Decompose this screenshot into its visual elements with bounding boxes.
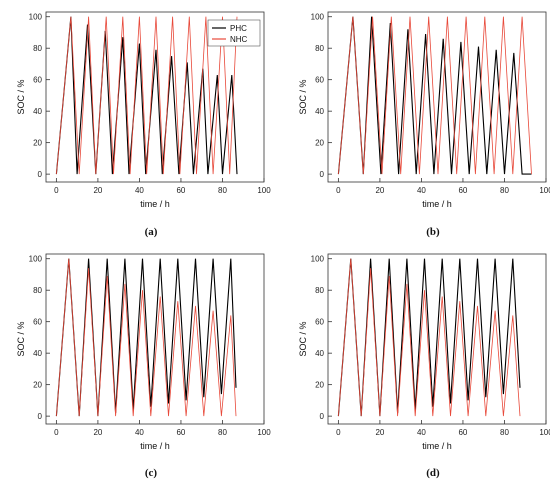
y-tick-label: 80: [33, 44, 42, 53]
x-tick-label: 0: [336, 186, 341, 195]
y-tick-label: 60: [315, 318, 324, 327]
plot-frame: [45, 11, 265, 183]
panel-label: (d): [426, 467, 440, 479]
series-line-phc: [55, 258, 237, 417]
y-axis-label: SOC / %: [298, 321, 308, 356]
legend: PHC NHC: [207, 19, 261, 47]
x-axis-label: time / h: [140, 441, 170, 451]
series-line-nhc: [56, 258, 237, 417]
x-tick-label: 40: [417, 428, 426, 437]
y-axis-label: SOC / %: [16, 79, 26, 114]
x-axis-label: time / h: [422, 199, 452, 209]
x-tick-label: 100: [257, 428, 271, 437]
chart-panel-2: 0 20 40 60 80 100 0 20 40 60 80 100 time / h SOC / % (…: [298, 11, 550, 238]
y-tick-label: 80: [315, 286, 324, 295]
x-tick-label: 60: [176, 186, 185, 195]
x-tick-label: 40: [417, 186, 426, 195]
series-line-nhc: [338, 258, 521, 417]
y-axis-label: SOC / %: [16, 321, 26, 356]
chart-panel-4: 0 20 40 60 80 100 0 20 40 60 80 100 time / h SOC / % (…: [298, 253, 550, 479]
y-tick-label: 20: [315, 139, 324, 148]
plot-frame: [327, 253, 547, 425]
x-tick-label: 60: [176, 428, 185, 437]
y-tick-label: 100: [311, 255, 325, 264]
y-tick-label: 80: [33, 286, 42, 295]
y-tick-label: 20: [315, 381, 324, 390]
x-tick-label: 80: [218, 428, 227, 437]
y-tick-label: 60: [33, 76, 42, 85]
x-axis-label: time / h: [140, 199, 170, 209]
x-tick-label: 40: [135, 186, 144, 195]
y-tick-label: 60: [33, 318, 42, 327]
y-tick-label: 40: [315, 107, 324, 116]
x-tick-label: 20: [375, 428, 384, 437]
x-tick-label: 0: [336, 428, 341, 437]
x-tick-label: 100: [539, 186, 550, 195]
x-tick-label: 100: [539, 428, 550, 437]
panel-label: (a): [145, 226, 158, 238]
series-line-nhc: [56, 16, 238, 175]
y-tick-label: 60: [315, 76, 324, 85]
x-tick-label: 20: [375, 186, 384, 195]
y-tick-label: 100: [29, 13, 43, 22]
y-tick-label: 100: [311, 13, 325, 22]
y-tick-label: 0: [320, 170, 325, 179]
x-tick-label: 0: [54, 186, 59, 195]
y-axis-label: SOC / %: [298, 79, 308, 114]
series-line-phc: [337, 16, 532, 175]
y-tick-label: 40: [33, 107, 42, 116]
chart-panel-1: 0 20 40 60 80 100 0 20 40 60 80 100 time / h SOC / % P…: [16, 11, 271, 238]
y-tick-label: 40: [315, 349, 324, 358]
series-line-nhc: [338, 16, 532, 175]
plot-frame: [45, 253, 265, 425]
y-tick-label: 80: [315, 44, 324, 53]
panel-label: (c): [145, 467, 158, 479]
y-tick-label: 20: [33, 381, 42, 390]
x-tick-label: 80: [500, 428, 509, 437]
x-tick-label: 0: [54, 428, 59, 437]
legend-box: [207, 19, 261, 47]
x-tick-label: 60: [458, 428, 467, 437]
panel-label: (b): [426, 226, 440, 238]
x-tick-label: 20: [93, 186, 102, 195]
x-tick-label: 60: [458, 186, 467, 195]
legend-label-phc: PHC: [230, 24, 247, 33]
y-tick-label: 0: [38, 412, 43, 421]
x-tick-label: 80: [218, 186, 227, 195]
y-tick-label: 40: [33, 349, 42, 358]
legend-label-nhc: NHC: [230, 35, 248, 44]
y-tick-label: 20: [33, 139, 42, 148]
y-tick-label: 0: [38, 170, 43, 179]
chart-panel-3: 0 20 40 60 80 100 0 20 40 60 80 100 time / h SOC / % (…: [16, 253, 271, 479]
y-tick-label: 100: [29, 255, 43, 264]
x-tick-label: 20: [93, 428, 102, 437]
x-tick-label: 80: [500, 186, 509, 195]
x-tick-label: 100: [257, 186, 271, 195]
x-axis-label: time / h: [422, 441, 452, 451]
x-tick-label: 40: [135, 428, 144, 437]
plot-frame: [327, 11, 547, 183]
series-line-phc: [55, 16, 238, 175]
y-tick-label: 0: [320, 412, 325, 421]
